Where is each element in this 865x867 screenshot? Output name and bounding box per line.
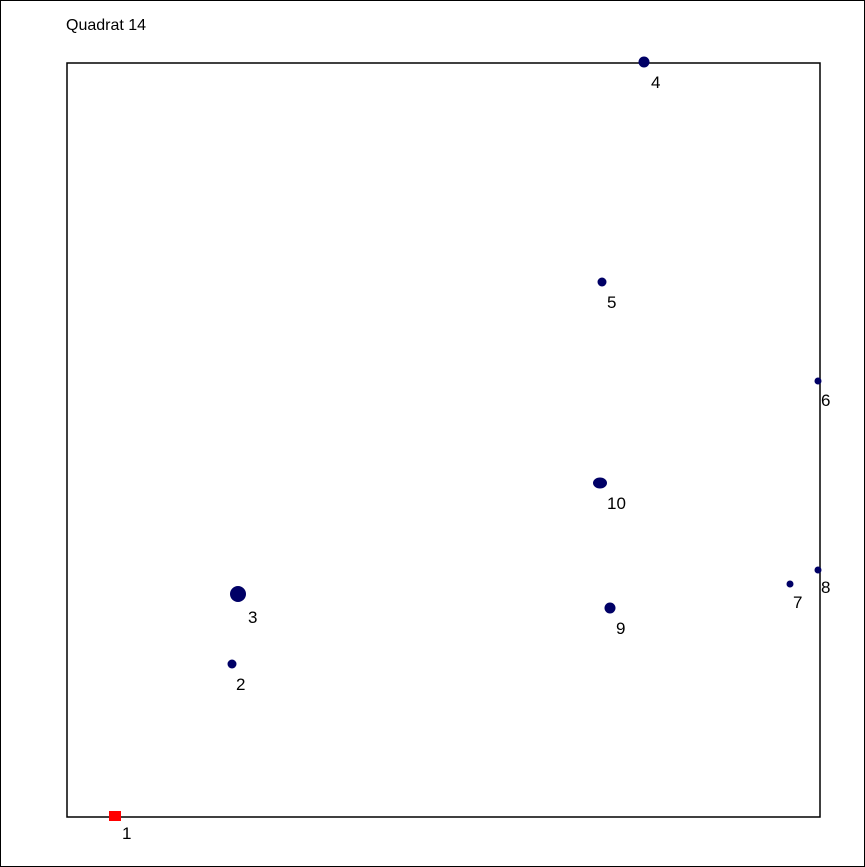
point-6-marker: [814, 377, 822, 385]
point-5-label: 5: [607, 293, 616, 312]
point-1-label: 1: [122, 824, 131, 843]
point-5-marker: [597, 277, 607, 287]
point-9-label: 9: [616, 619, 625, 638]
point-3-label: 3: [248, 608, 257, 627]
quadrat-title: Quadrat 14: [66, 17, 147, 34]
point-4-marker: [638, 56, 650, 68]
point-8-label: 8: [821, 578, 830, 597]
point-8-marker: [814, 566, 822, 574]
point-4-label: 4: [651, 73, 660, 92]
point-2-label: 2: [236, 675, 245, 694]
point-2-marker: [227, 659, 237, 669]
point-9-marker: [604, 602, 616, 614]
point-7-label: 7: [793, 593, 802, 612]
point-3-marker: [230, 586, 246, 602]
point-6-label: 6: [821, 391, 830, 410]
point-1-marker: [109, 811, 121, 821]
quadrat-boundary: [66, 62, 821, 818]
point-7-marker: [786, 580, 794, 588]
point-10-label: 10: [607, 494, 626, 513]
point-10-marker: [593, 477, 607, 489]
